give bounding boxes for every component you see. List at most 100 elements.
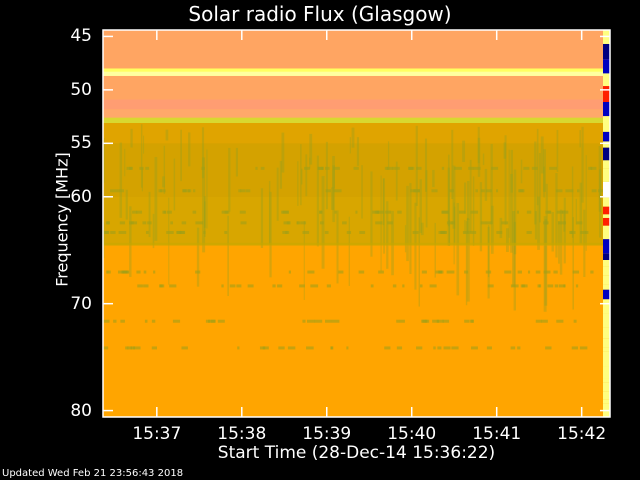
- vertical-streak: [581, 126, 584, 203]
- streak-segment: [113, 319, 117, 323]
- streak-segment: [485, 270, 492, 274]
- frequency-band: [103, 68, 610, 73]
- vertical-streak: [168, 197, 170, 285]
- vertical-streak: [206, 149, 208, 229]
- vertical-streak: [556, 129, 559, 172]
- vertical-streak: [196, 227, 200, 287]
- vertical-streak: [544, 219, 548, 306]
- streak-segment: [288, 270, 291, 274]
- streak-segment: [139, 166, 144, 170]
- vertical-streak: [202, 157, 206, 253]
- streak-segment: [208, 319, 216, 323]
- streak-segment: [545, 346, 552, 350]
- streak-band: [103, 242, 610, 246]
- streak-segment: [106, 221, 110, 225]
- streak-segment: [396, 346, 403, 350]
- vertical-streak: [456, 202, 460, 296]
- burst-cell: [603, 284, 610, 290]
- streak-segment: [238, 189, 242, 193]
- x-tick-label: 15:39: [302, 424, 352, 444]
- burst-cell: [603, 168, 610, 182]
- vertical-streak: [538, 153, 541, 223]
- y-tick-label: 60: [70, 186, 92, 207]
- burst-cell: [603, 347, 610, 352]
- x-tick-label: 15:42: [557, 424, 607, 444]
- vertical-streak: [585, 155, 587, 251]
- streak-segment: [317, 166, 324, 170]
- streak-segment: [129, 166, 133, 170]
- vertical-streak: [432, 169, 435, 188]
- vertical-streak: [305, 154, 308, 197]
- vertical-streak: [297, 161, 299, 206]
- vertical-streak: [534, 211, 537, 240]
- burst-cell: [603, 160, 610, 169]
- burst-cell: [603, 131, 610, 142]
- vertical-streak: [543, 166, 546, 198]
- streak-segment: [104, 230, 110, 234]
- streak-segment: [433, 346, 436, 350]
- streak-segment: [441, 166, 445, 170]
- burst-cell: [603, 391, 610, 400]
- streak-segment: [504, 270, 512, 274]
- streak-segment: [469, 230, 477, 234]
- burst-cell: [603, 338, 610, 348]
- burst-cell: [603, 299, 610, 314]
- streak-segment: [287, 346, 296, 350]
- vertical-streak: [464, 220, 466, 234]
- streak-segment: [302, 319, 306, 323]
- streak-segment: [392, 284, 397, 288]
- streak-segment: [239, 210, 246, 214]
- streak-segment: [221, 210, 230, 214]
- y-tick-label: 45: [70, 26, 92, 47]
- streak-segment: [431, 189, 435, 193]
- streak-segment: [421, 270, 427, 274]
- streak-segment: [326, 284, 331, 288]
- vertical-streak: [279, 160, 283, 189]
- burst-cell: [603, 260, 610, 267]
- y-tick-label: 70: [70, 293, 92, 314]
- streak-segment: [325, 189, 331, 193]
- streak-segment: [402, 284, 405, 288]
- vertical-streak: [165, 129, 169, 141]
- streak-segment: [110, 189, 118, 193]
- streak-segment: [182, 189, 187, 193]
- streak-segment: [236, 284, 242, 288]
- vertical-streak: [466, 218, 470, 302]
- streak-segment: [543, 221, 549, 225]
- vertical-streak: [434, 222, 436, 278]
- vertical-streak: [551, 211, 554, 252]
- y-tick-label: 55: [70, 133, 92, 154]
- streak-segment: [579, 346, 588, 350]
- vertical-streak: [387, 141, 390, 170]
- vertical-streak: [463, 182, 467, 214]
- vertical-streak: [395, 161, 398, 201]
- vertical-streak: [479, 182, 483, 252]
- frequency-band: [103, 244, 610, 418]
- streak-segment: [485, 189, 492, 193]
- x-tick-label: 15:40: [387, 424, 437, 444]
- streak-segment: [107, 270, 111, 274]
- streak-segment: [162, 210, 166, 214]
- vertical-streak: [508, 149, 510, 238]
- streak-segment: [432, 319, 440, 323]
- x-tick-label: 15:41: [472, 424, 522, 444]
- vertical-streak: [579, 182, 583, 244]
- streak-segment: [495, 189, 499, 193]
- streak-segment: [442, 319, 450, 323]
- vertical-streak: [163, 145, 166, 194]
- vertical-streak: [316, 155, 319, 247]
- streak-segment: [314, 319, 323, 323]
- streak-segment: [136, 210, 143, 214]
- streak-segment: [436, 319, 444, 323]
- streak-segment: [262, 346, 269, 350]
- streak-segment: [130, 221, 138, 225]
- streak-segment: [541, 319, 548, 323]
- streak-segment: [547, 284, 554, 288]
- streak-segment: [449, 189, 454, 193]
- vertical-streak: [269, 191, 272, 278]
- vertical-streak: [490, 143, 493, 225]
- streak-segment: [413, 189, 420, 193]
- streak-segment: [437, 270, 444, 274]
- chart-title: Solar radio Flux (Glasgow): [188, 2, 452, 26]
- streak-segment: [169, 284, 177, 288]
